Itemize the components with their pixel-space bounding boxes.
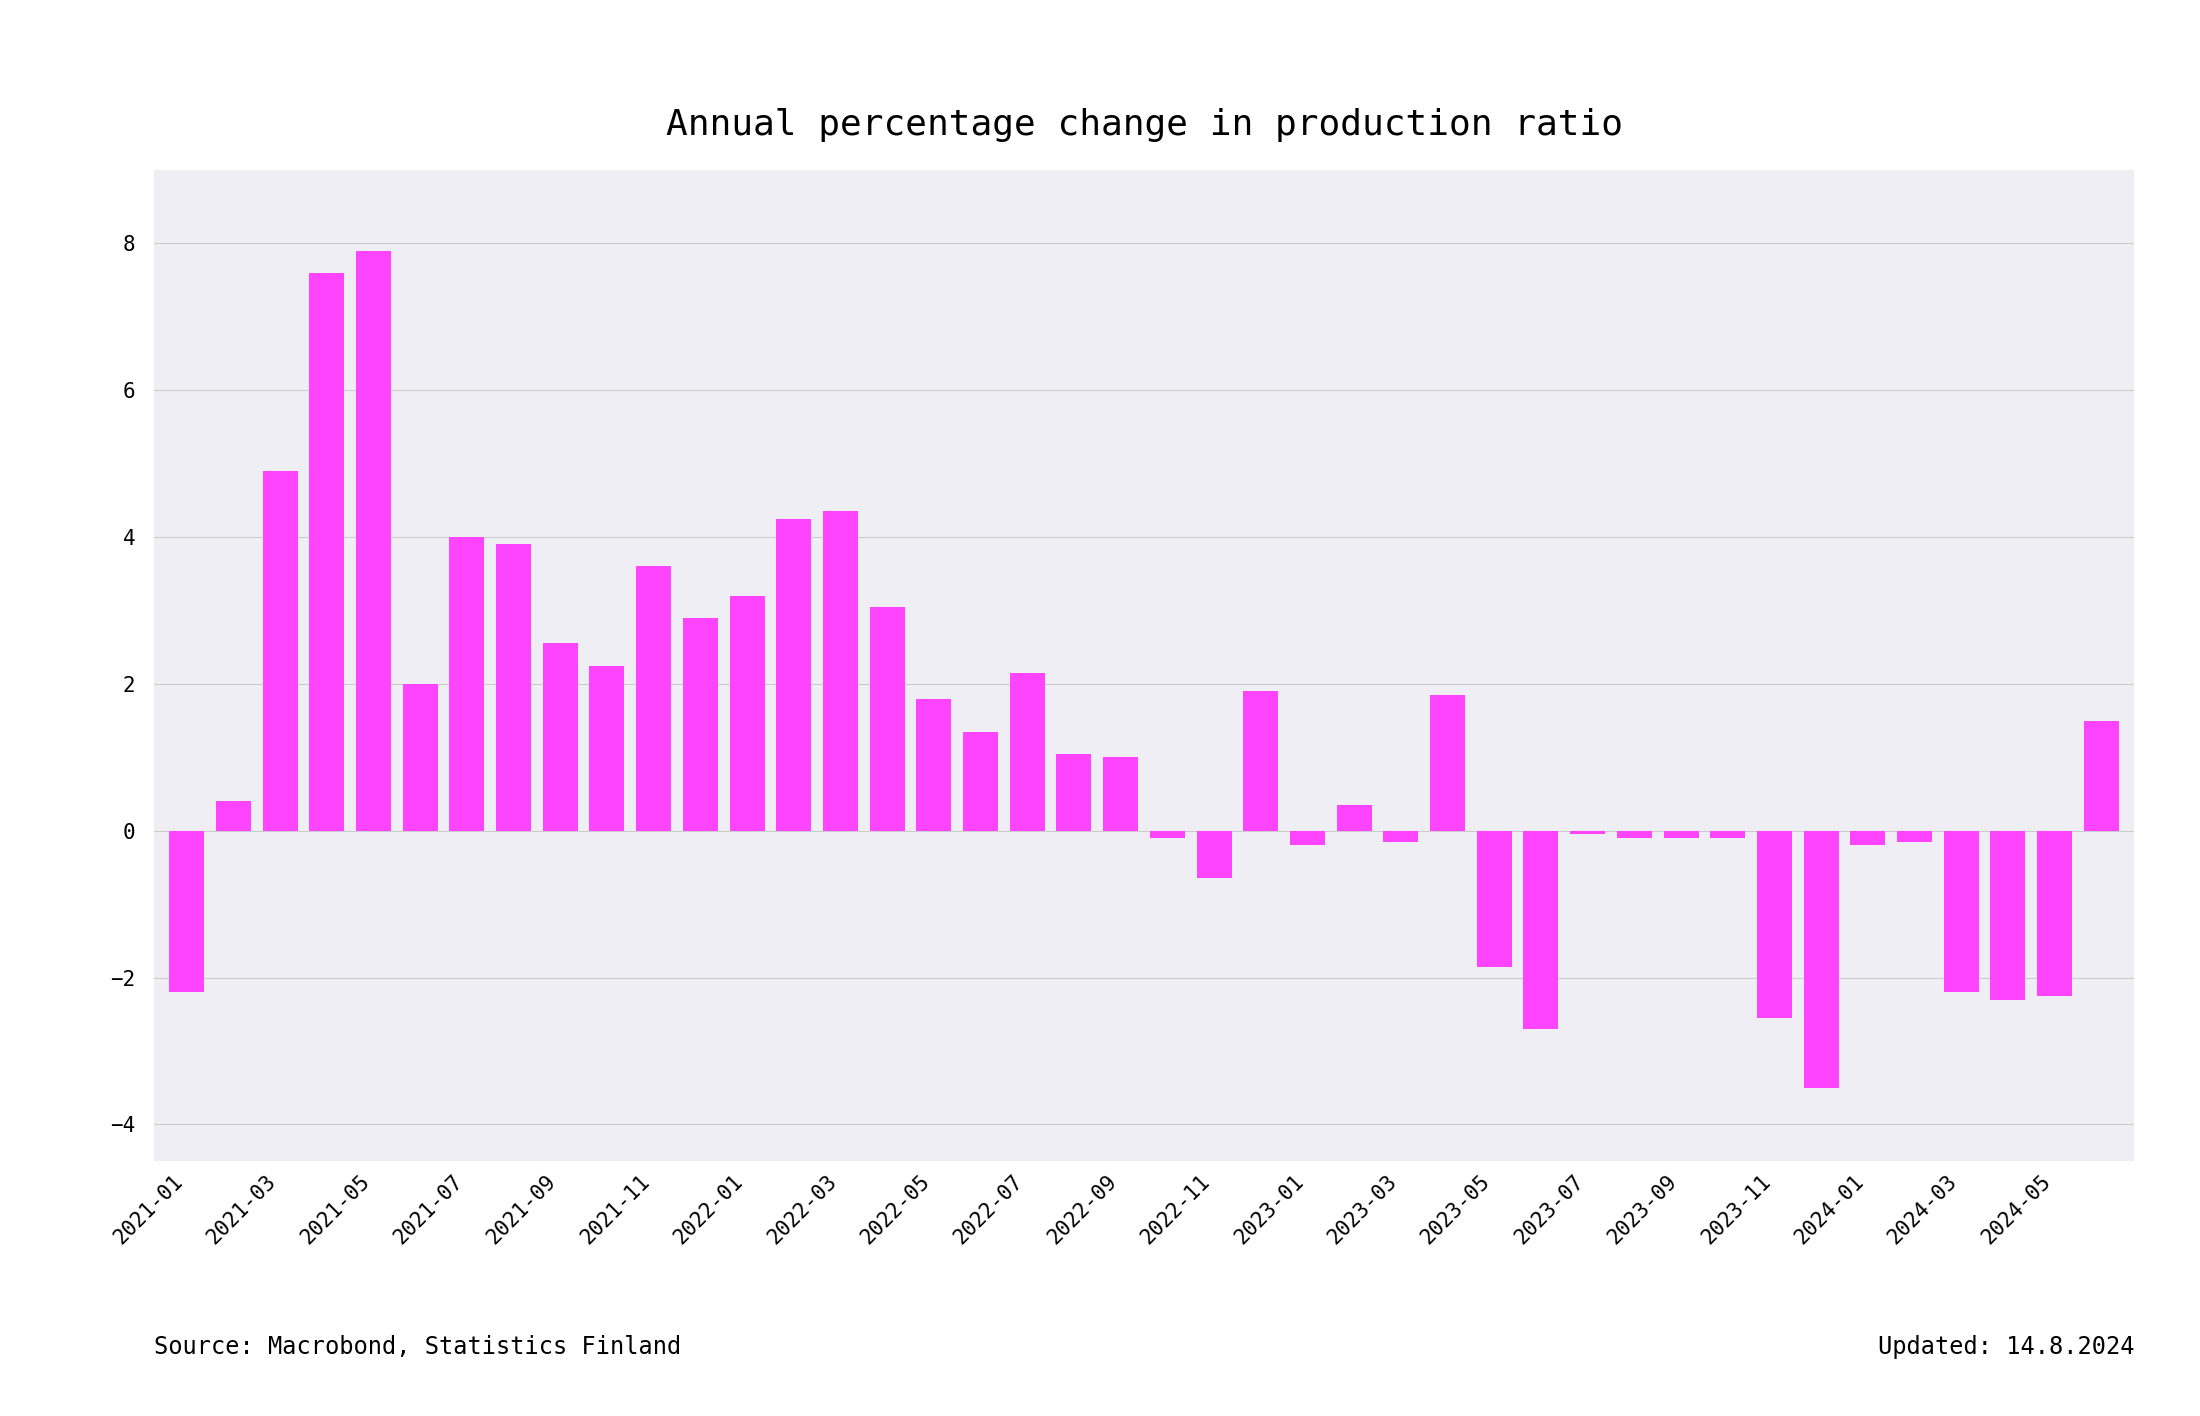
Bar [1430, 695, 1465, 831]
Bar [869, 607, 904, 831]
Bar [590, 666, 625, 831]
Bar [1102, 758, 1137, 831]
Bar [917, 698, 950, 831]
Bar [1991, 831, 2026, 1000]
Bar [403, 684, 438, 831]
Bar [1384, 831, 1419, 841]
Bar [1289, 831, 1324, 845]
Bar [1896, 831, 1932, 841]
Bar [262, 472, 297, 831]
Bar [2037, 831, 2072, 995]
Bar [777, 518, 812, 831]
Bar [730, 596, 766, 831]
Bar [543, 643, 579, 831]
Bar [1945, 831, 1978, 993]
Bar [169, 831, 205, 993]
Bar [356, 251, 392, 831]
Bar [495, 544, 530, 831]
Bar [1197, 831, 1232, 878]
Text: Updated: 14.8.2024: Updated: 14.8.2024 [1877, 1335, 2134, 1359]
Bar [1056, 753, 1091, 831]
Bar [1709, 831, 1745, 838]
Bar [1571, 831, 1606, 834]
Bar [1804, 831, 1839, 1087]
Bar [1663, 831, 1698, 838]
Bar [1010, 673, 1045, 831]
Bar [636, 566, 671, 831]
Bar [1758, 831, 1793, 1018]
Title: Annual percentage change in production ratio: Annual percentage change in production r… [664, 108, 1624, 142]
Bar [1338, 806, 1371, 831]
Bar [1850, 831, 1885, 845]
Bar [682, 617, 717, 831]
Bar [2083, 721, 2119, 831]
Bar [1151, 831, 1186, 838]
Text: Source: Macrobond, Statistics Finland: Source: Macrobond, Statistics Finland [154, 1335, 682, 1359]
Bar [216, 801, 251, 831]
Bar [1617, 831, 1652, 838]
Bar [1243, 691, 1278, 831]
Bar [823, 511, 858, 831]
Bar [964, 732, 999, 831]
Bar [1522, 831, 1558, 1029]
Bar [1476, 831, 1511, 967]
Bar [310, 273, 343, 831]
Bar [449, 537, 484, 831]
